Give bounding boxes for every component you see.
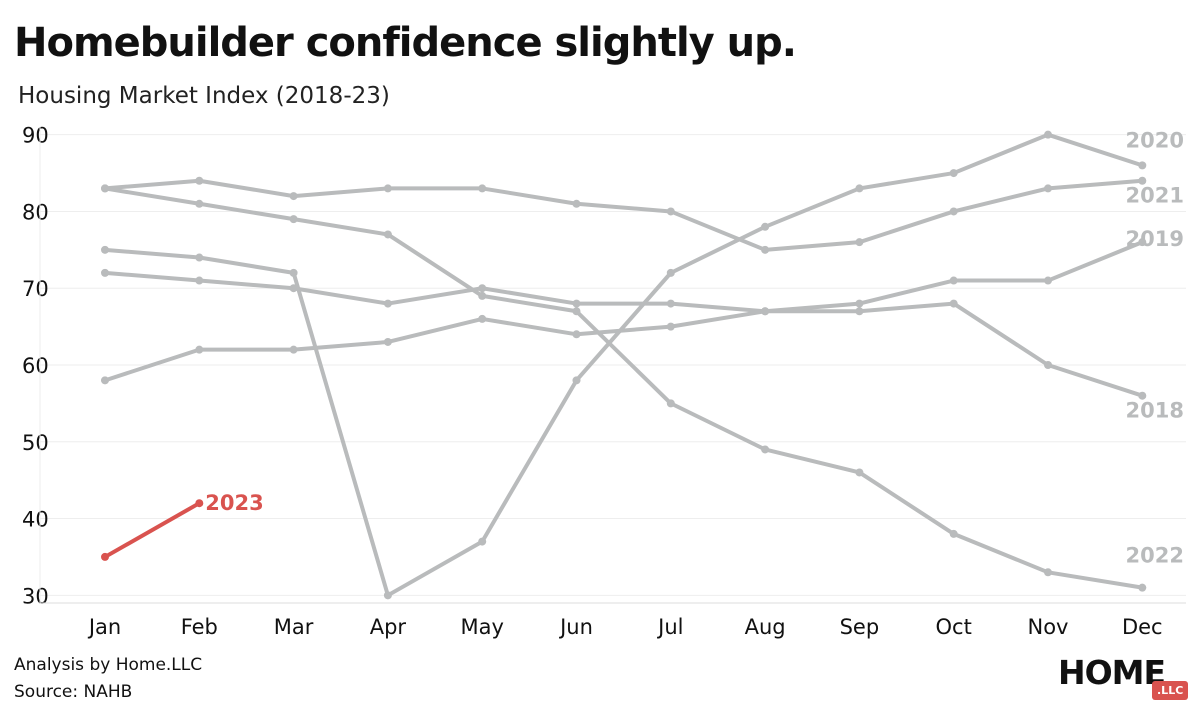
data-point-2020 [195,253,204,262]
data-point-2019 [666,322,675,331]
data-point-2019 [383,337,392,346]
data-point-2021 [383,184,392,193]
data-point-2019 [572,330,581,339]
y-tick-label: 40 [22,508,49,532]
source-credit: Source: NAHB [14,682,133,702]
data-point-2018 [1138,391,1147,400]
data-point-2020 [855,184,864,193]
data-point-2021 [1138,176,1147,185]
data-point-2021 [949,207,958,216]
logo-tag: .LLC [1152,681,1189,700]
series-label-2018: 2018 [1126,399,1184,423]
data-point-2018 [195,276,204,285]
series-label-2023: 2023 [205,491,263,515]
data-point-2019 [1044,276,1052,285]
data-point-2019 [478,314,487,323]
data-point-2019 [195,345,204,354]
data-point-2020 [666,268,675,277]
x-tick-label: Jun [558,615,593,639]
series-label-2020: 2020 [1126,128,1184,152]
data-point-2022 [478,291,487,300]
x-tick-label: Dec [1122,615,1163,639]
data-point-2018 [855,307,864,316]
x-tick-label: Jan [87,615,121,639]
data-point-2021 [478,184,487,193]
data-point-2022 [572,307,581,316]
home-llc-logo: HOME .LLC [1058,653,1189,708]
data-point-2022 [195,199,204,208]
data-point-2019 [289,345,298,354]
data-point-2021 [855,238,864,247]
y-tick-label: 70 [22,277,49,301]
x-tick-label: Feb [181,615,218,639]
chart-title: Homebuilder confidence slightly up. [14,20,797,66]
y-tick-label: 50 [22,431,49,455]
data-point-2022 [855,468,864,477]
y-tick-label: 90 [22,124,49,148]
data-point-2018 [949,299,958,308]
data-point-2023 [195,499,204,508]
x-tick-label: Nov [1028,615,1069,639]
data-point-2022 [1044,568,1052,577]
data-point-2018 [101,268,109,277]
data-point-2020 [478,537,487,546]
data-point-2019 [949,276,958,285]
x-tick-label: Apr [370,615,407,639]
data-point-2021 [1044,184,1052,193]
series-label-2021: 2021 [1126,184,1184,208]
data-point-2021 [289,192,298,201]
series-line-2023 [103,501,202,559]
data-point-2018 [478,284,487,293]
data-point-2020 [289,268,298,277]
data-point-2022 [1138,583,1147,592]
x-tick-label: Jul [656,615,683,639]
y-tick-label: 60 [22,354,49,378]
y-tick-label: 30 [22,584,49,608]
series-line-2018 [103,270,1145,398]
logo-word: HOME [1058,653,1166,692]
data-point-2022 [761,445,770,454]
data-point-2019 [101,376,109,385]
series-line-2022 [103,186,1145,590]
series-line-2020 [103,132,1145,598]
data-point-2020 [1138,161,1147,170]
y-tick-label: 80 [22,200,49,224]
data-point-2020 [572,376,581,385]
data-point-2023 [101,552,109,561]
data-point-2018 [666,299,675,308]
analysis-credit: Analysis by Home.LLC [14,655,203,675]
data-point-2018 [1044,361,1052,369]
data-point-2021 [666,207,675,216]
x-tick-label: Oct [936,615,972,639]
data-point-2018 [572,299,581,308]
data-point-2020 [949,169,958,178]
data-point-2022 [666,399,675,408]
data-point-2021 [195,176,204,185]
data-point-2018 [383,299,392,308]
data-point-2020 [101,245,109,254]
data-point-2019 [761,307,770,316]
series-line-2021 [103,178,1145,252]
series-label-2022: 2022 [1126,544,1184,568]
data-point-2020 [761,222,770,231]
data-point-2022 [289,215,298,224]
data-point-2021 [572,199,581,208]
data-point-2019 [855,299,864,308]
x-tick-label: Aug [745,615,786,639]
chart-subtitle: Housing Market Index (2018-23) [18,83,390,109]
data-point-2021 [761,245,770,254]
data-point-2022 [949,529,958,538]
data-point-2022 [101,184,109,193]
data-point-2022 [383,230,392,239]
data-point-2020 [383,591,392,600]
x-tick-label: Sep [840,615,880,639]
data-point-2019 [1138,238,1147,247]
data-point-2020 [1044,130,1052,139]
series-label-2019: 2019 [1126,227,1184,251]
series-line-2019 [103,240,1145,383]
x-tick-label: Mar [274,615,314,639]
x-tick-label: May [460,615,503,639]
